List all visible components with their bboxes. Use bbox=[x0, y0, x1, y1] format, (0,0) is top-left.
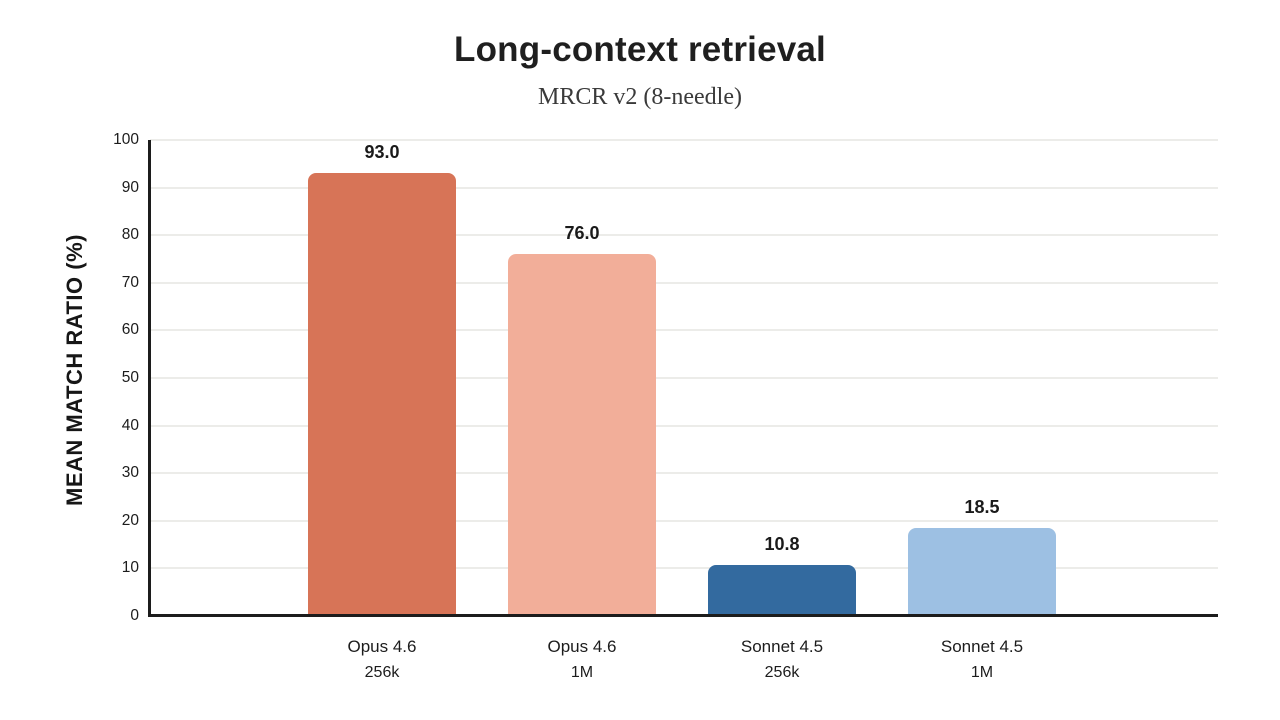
x-axis-line bbox=[148, 614, 1218, 617]
y-tick-label: 0 bbox=[130, 607, 139, 624]
y-tick-label: 30 bbox=[121, 464, 139, 482]
y-tick-label: 10 bbox=[121, 559, 139, 577]
gridline bbox=[150, 186, 1218, 189]
y-tick-label: 60 bbox=[121, 321, 139, 339]
bar-value-label: 76.0 bbox=[564, 223, 600, 244]
x-category-label: Sonnet 4.5 1M bbox=[882, 634, 1082, 686]
y-tick-label: 70 bbox=[121, 273, 139, 291]
bar-sonnet-4-5-256k bbox=[708, 564, 856, 616]
x-category-line2: 256k bbox=[764, 664, 800, 681]
gridline bbox=[150, 329, 1218, 332]
y-tick-label: 40 bbox=[121, 416, 139, 434]
gridline bbox=[150, 281, 1218, 284]
x-category-line1: Sonnet 4.5 bbox=[940, 637, 1024, 656]
chart-title: Long-context retrieval bbox=[454, 30, 826, 69]
gridline bbox=[150, 234, 1218, 237]
bar-value-label: 10.8 bbox=[764, 533, 800, 554]
y-tick-label: 100 bbox=[113, 131, 139, 148]
x-category-line2: 1M bbox=[570, 664, 594, 681]
x-category-label: Opus 4.6 256k bbox=[282, 634, 482, 686]
x-category-line1: Opus 4.6 bbox=[347, 637, 417, 656]
gridline bbox=[150, 424, 1218, 427]
gridline bbox=[150, 377, 1218, 379]
bar-opus-4-6-256k bbox=[308, 173, 456, 616]
x-category-line1: Opus 4.6 bbox=[547, 637, 617, 656]
y-tick-label: 80 bbox=[121, 226, 139, 244]
gridline bbox=[150, 472, 1218, 475]
x-category-label: Opus 4.6 1M bbox=[482, 634, 682, 686]
y-axis-line bbox=[148, 140, 151, 617]
bar-opus-4-6-1m bbox=[508, 254, 656, 616]
x-category-line1: Sonnet 4.5 bbox=[740, 637, 824, 656]
x-category-label: Sonnet 4.5 256k bbox=[682, 634, 882, 686]
x-category-line2: 256k bbox=[364, 664, 400, 681]
bar-value-label: 93.0 bbox=[364, 142, 400, 163]
chart-subtitle: MRCR v2 (8-needle) bbox=[538, 84, 742, 110]
gridline bbox=[150, 519, 1218, 522]
gridline bbox=[150, 567, 1218, 570]
x-category-line2: 1M bbox=[970, 664, 994, 681]
bar-value-label: 18.5 bbox=[964, 496, 1000, 517]
y-tick-label: 20 bbox=[121, 511, 139, 529]
y-tick-label: 50 bbox=[121, 369, 139, 386]
y-tick-label: 90 bbox=[121, 178, 139, 196]
gridline bbox=[150, 139, 1218, 141]
bar-sonnet-4-5-1m bbox=[908, 527, 1056, 616]
